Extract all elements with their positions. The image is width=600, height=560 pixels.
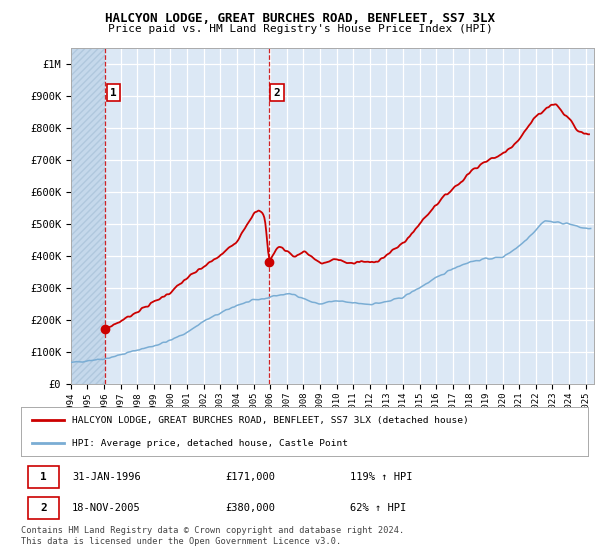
FancyBboxPatch shape <box>28 497 59 519</box>
Text: Price paid vs. HM Land Registry's House Price Index (HPI): Price paid vs. HM Land Registry's House … <box>107 24 493 34</box>
Text: £171,000: £171,000 <box>225 472 275 482</box>
Text: 31-JAN-1996: 31-JAN-1996 <box>72 472 141 482</box>
Text: 1: 1 <box>110 87 117 97</box>
Text: 62% ↑ HPI: 62% ↑ HPI <box>350 503 406 513</box>
Text: HALCYON LODGE, GREAT BURCHES ROAD, BENFLEET, SS7 3LX: HALCYON LODGE, GREAT BURCHES ROAD, BENFL… <box>105 12 495 25</box>
Text: Contains HM Land Registry data © Crown copyright and database right 2024.
This d: Contains HM Land Registry data © Crown c… <box>21 526 404 546</box>
Text: £380,000: £380,000 <box>225 503 275 513</box>
Text: 2: 2 <box>40 503 47 513</box>
Text: 2: 2 <box>274 87 281 97</box>
Text: 18-NOV-2005: 18-NOV-2005 <box>72 503 141 513</box>
Text: HALCYON LODGE, GREAT BURCHES ROAD, BENFLEET, SS7 3LX (detached house): HALCYON LODGE, GREAT BURCHES ROAD, BENFL… <box>72 416 469 425</box>
Bar <box>71 48 106 384</box>
Text: 119% ↑ HPI: 119% ↑ HPI <box>350 472 412 482</box>
Text: HPI: Average price, detached house, Castle Point: HPI: Average price, detached house, Cast… <box>72 438 348 447</box>
FancyBboxPatch shape <box>28 466 59 488</box>
Text: 1: 1 <box>40 472 47 482</box>
